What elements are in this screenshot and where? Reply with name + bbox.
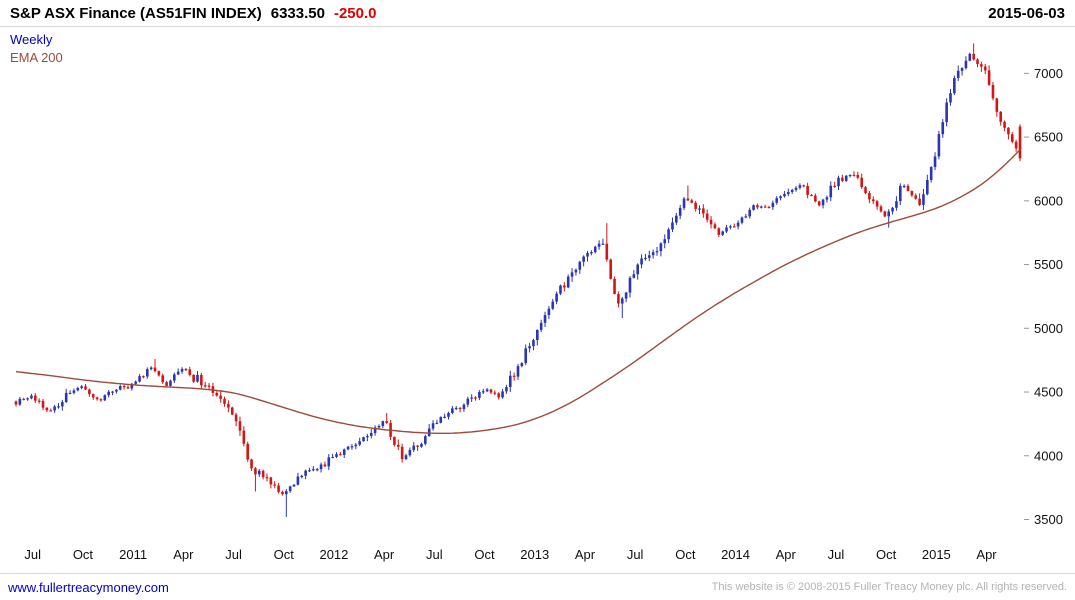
footer: www.fullertreacymoney.com This website i… — [0, 573, 1075, 600]
x-tick-label: Jul — [426, 547, 443, 562]
ema-line — [15, 149, 1021, 434]
price-change: -250.0 — [333, 4, 377, 22]
chart-title: S&P ASX Finance (AS51FIN INDEX) — [10, 4, 262, 22]
y-tick-label: 5500 — [1034, 257, 1063, 272]
x-tick-label: Apr — [575, 547, 596, 562]
footer-link[interactable]: www.fullertreacymoney.com — [8, 579, 169, 595]
y-tick-label: 4000 — [1034, 448, 1063, 463]
ema-legend-label: EMA 200 — [10, 50, 63, 65]
x-tick-label: Oct — [73, 547, 94, 562]
timeframe-label: Weekly — [10, 32, 53, 47]
x-tick-label: 2012 — [319, 547, 348, 562]
date-label: 2015-06-03 — [988, 4, 1065, 22]
y-tick-label: 3500 — [1034, 512, 1063, 527]
candles — [14, 43, 1022, 517]
x-tick-label: Jul — [24, 547, 41, 562]
y-tick-label: 6500 — [1034, 130, 1063, 145]
chart-header: S&P ASX Finance (AS51FIN INDEX) 6333.50 … — [0, 0, 1075, 27]
x-tick-label: Apr — [776, 547, 797, 562]
x-tick-label: 2013 — [520, 547, 549, 562]
x-tick-label: 2014 — [721, 547, 750, 562]
x-tick-label: 2015 — [922, 547, 951, 562]
x-tick-label: Oct — [675, 547, 696, 562]
x-tick-label: Apr — [173, 547, 194, 562]
x-tick-label: Jul — [828, 547, 845, 562]
y-tick-label: 7000 — [1034, 66, 1063, 81]
last-price: 6333.50 — [270, 4, 325, 22]
copyright-text: This website is © 2008-2015 Fuller Treac… — [711, 581, 1067, 593]
x-tick-label: Oct — [876, 547, 897, 562]
x-tick-label: Oct — [474, 547, 495, 562]
x-tick-label: Apr — [976, 547, 997, 562]
x-tick-label: Oct — [274, 547, 295, 562]
y-tick-label: 6000 — [1034, 193, 1063, 208]
x-tick-label: Jul — [627, 547, 644, 562]
x-tick-label: Apr — [374, 547, 395, 562]
x-tick-label: 2011 — [119, 547, 147, 562]
y-tick-label: 4500 — [1034, 385, 1063, 400]
x-tick-label: Jul — [225, 547, 242, 562]
y-tick-label: 5000 — [1034, 321, 1063, 336]
